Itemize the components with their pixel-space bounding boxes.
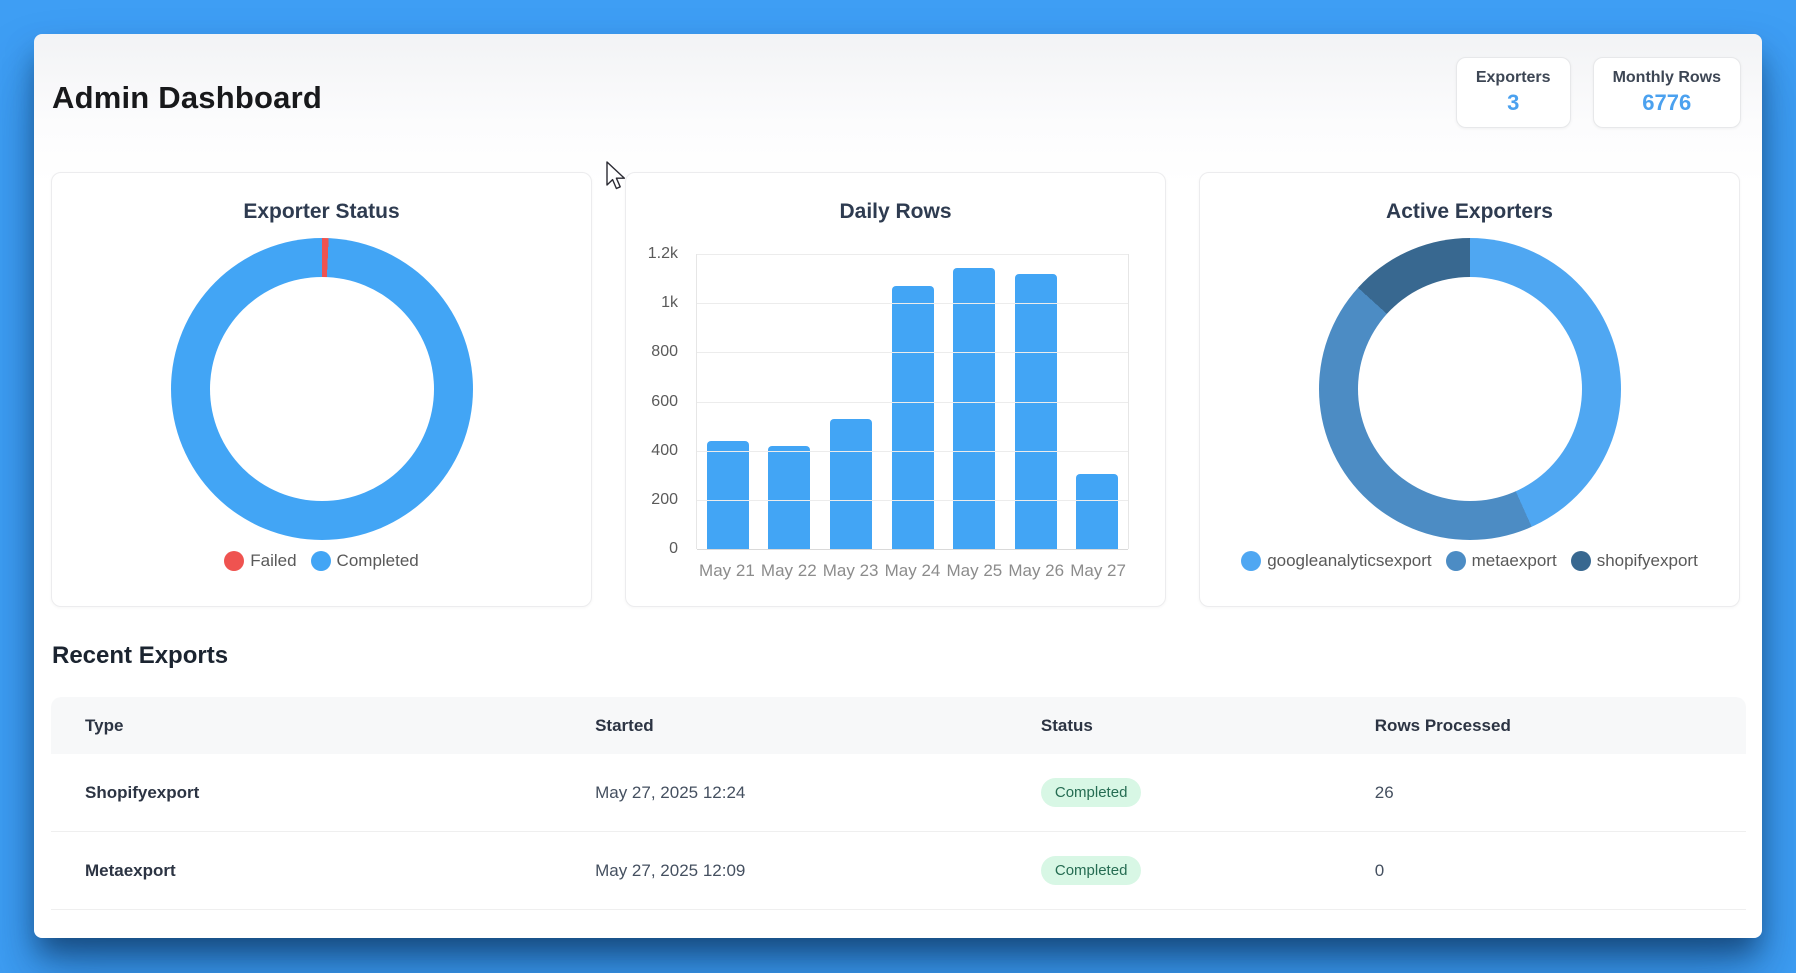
y-axis-tick: 1k: [661, 294, 678, 312]
table-row: Metaexport May 27, 2025 12:09 Completed …: [51, 832, 1746, 910]
bar-slot: [820, 254, 882, 549]
bar-may-21: [706, 440, 749, 549]
x-axis-label: May 27: [1070, 561, 1126, 580]
bar-slot: [1066, 254, 1128, 549]
bar-may-23: [829, 418, 872, 549]
cell-rows-processed: 0: [1374, 860, 1385, 880]
plot-area: [696, 254, 1129, 550]
stat-label: Exporters: [1475, 69, 1551, 86]
legend-dot: [1241, 551, 1262, 571]
donut-hole: [1357, 277, 1582, 501]
chart-title: Exporter Status: [243, 200, 400, 223]
x-axis: May 21 May 22 May 23 May 24 May 25 May 26 May …: [696, 561, 1129, 581]
chart-legend: googleanalyticsexport metaexport shopifyex…: [1241, 551, 1698, 571]
bar-slot: [943, 254, 1005, 549]
cell-type: Shopifyexport: [85, 782, 200, 802]
x-axis-label: May 25: [946, 561, 1003, 580]
dashboard-page: Admin Dashboard Exporters 3 Monthly Rows…: [34, 34, 1762, 938]
status-badge: Completed: [1040, 778, 1142, 807]
bar-slot: [1005, 254, 1067, 549]
legend-dot: [1445, 551, 1466, 571]
y-axis-tick: 200: [651, 490, 678, 508]
gridline: [697, 499, 1128, 501]
y-axis-tick: 0: [669, 540, 678, 557]
status-badge: Completed: [1040, 856, 1142, 885]
cell-status: Completed: [1040, 856, 1375, 885]
x-axis-label: May 23: [822, 561, 879, 580]
legend-item-failed[interactable]: Failed: [224, 551, 297, 571]
active-exporters-card: Active Exporters googleanalyticsexport me…: [1199, 172, 1740, 607]
bar-may-22: [768, 445, 811, 549]
recent-exports-heading: Recent Exports: [52, 642, 229, 669]
active-exporters-donut: [1318, 238, 1621, 540]
daily-rows-bar-chart: 1.2k 1k 800 600 400 200 0 May 21 May 22 May 23 Ma…: [626, 173, 1165, 606]
gridline: [697, 401, 1128, 403]
x-axis-label: May 21: [699, 561, 755, 580]
stat-value: 6776: [1642, 90, 1692, 115]
legend-item-metaexport[interactable]: metaexport: [1445, 551, 1557, 571]
bar-may-26: [1014, 273, 1057, 549]
gridline: [697, 303, 1128, 305]
exporter-status-card: Exporter Status Failed Completed: [51, 172, 592, 607]
mouse-cursor: [606, 161, 626, 190]
y-axis-tick: 800: [651, 343, 678, 361]
y-axis-tick: 400: [651, 441, 678, 459]
chart-legend: Failed Completed: [224, 551, 419, 571]
bar-may-25: [953, 267, 996, 549]
legend-item-completed[interactable]: Completed: [310, 551, 419, 571]
stat-cards: Exporters 3 Monthly Rows 6776: [1455, 57, 1741, 128]
bar-slot: [759, 254, 821, 549]
x-axis-label: May 24: [884, 561, 941, 580]
column-header-rows-processed: Rows Processed: [1374, 715, 1511, 735]
exporter-status-donut: [170, 238, 473, 540]
column-header-type: Type: [85, 715, 124, 735]
legend-label: Failed: [250, 551, 297, 570]
table-row: Shopifyexport May 27, 2025 12:24 Complet…: [51, 754, 1746, 832]
x-axis-label: May 22: [760, 561, 817, 580]
donut-hole: [209, 277, 434, 501]
legend-label: Completed: [336, 551, 419, 570]
cell-started: May 27, 2025 12:24: [595, 782, 746, 802]
legend-item-shopifyexport[interactable]: shopifyexport: [1570, 551, 1698, 571]
gridline: [697, 450, 1128, 452]
column-header-status: Status: [1040, 715, 1093, 735]
stat-card-exporters: Exporters 3: [1455, 57, 1571, 128]
recent-exports-table: Type Started Status Rows Processed Shopi…: [51, 697, 1746, 938]
bar-slot: [882, 254, 944, 549]
charts-row: Exporter Status Failed Completed Daily Ro…: [51, 172, 1740, 607]
legend-dot: [310, 551, 331, 571]
chart-title: Daily Rows: [839, 200, 952, 223]
cell-rows-processed: 26: [1374, 782, 1394, 802]
stat-label: Monthly Rows: [1612, 69, 1721, 86]
bar-may-27: [1076, 474, 1119, 549]
legend-label: googleanalyticsexport: [1267, 551, 1432, 570]
x-axis-label: May 26: [1008, 561, 1065, 580]
cell-type: Metaexport: [85, 860, 176, 880]
stat-value: 3: [1507, 90, 1520, 115]
table-row-clipped: [51, 910, 1746, 938]
y-axis-tick: 1.2k: [647, 245, 678, 262]
table-header-row: Type Started Status Rows Processed: [51, 697, 1746, 754]
daily-rows-card: Daily Rows 1.2k 1k 800 600 400 200 0 May 21 May…: [625, 172, 1166, 607]
stat-card-monthly-rows: Monthly Rows 6776: [1592, 57, 1741, 128]
cell-started: May 27, 2025 12:09: [595, 860, 746, 880]
bar-may-24: [891, 285, 934, 549]
page-title: Admin Dashboard: [52, 80, 322, 115]
bars: [697, 254, 1128, 549]
legend-label: metaexport: [1471, 551, 1557, 570]
legend-item-googleanalyticsexport[interactable]: googleanalyticsexport: [1241, 551, 1432, 571]
gridline: [697, 549, 1128, 550]
column-header-started: Started: [595, 715, 654, 735]
gridline: [697, 352, 1128, 354]
gridline: [697, 254, 1128, 255]
y-axis: 1.2k 1k 800 600 400 200 0: [626, 245, 686, 557]
cell-status: Completed: [1040, 778, 1375, 807]
legend-dot: [1570, 551, 1591, 571]
chart-title: Active Exporters: [1386, 200, 1553, 223]
legend-dot: [224, 551, 245, 571]
legend-label: shopifyexport: [1596, 551, 1698, 570]
y-axis-tick: 600: [651, 392, 678, 410]
bar-slot: [697, 254, 759, 549]
